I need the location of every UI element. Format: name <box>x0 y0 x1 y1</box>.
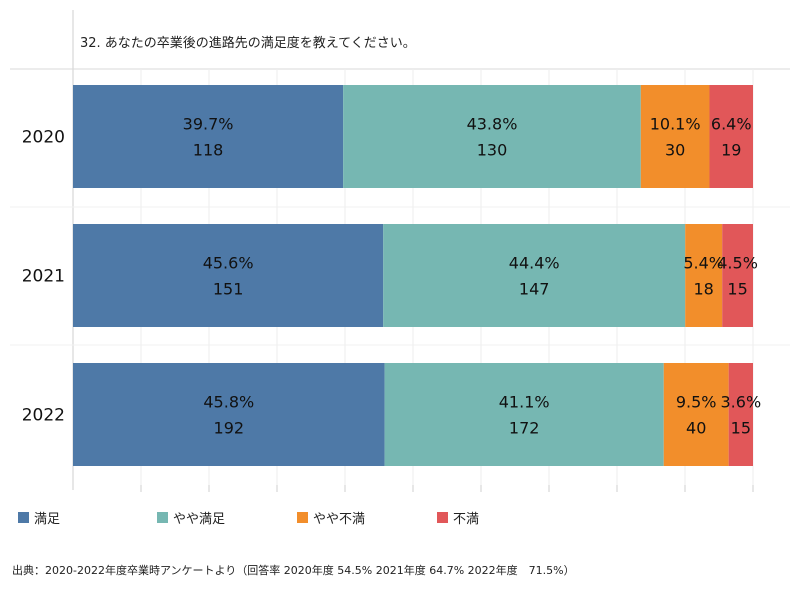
data-label-count: 40 <box>686 419 706 438</box>
legend-label-yaya-manzoku: やや満足 <box>173 512 226 527</box>
data-label-percent: 44.4% <box>509 254 560 273</box>
data-label-percent: 45.8% <box>203 393 254 412</box>
bar-segment <box>722 224 753 327</box>
bar-segment <box>73 363 385 466</box>
data-label-percent: 6.4% <box>711 115 752 134</box>
bar-segment <box>73 224 384 327</box>
data-label-count: 172 <box>509 419 540 438</box>
data-label-count: 118 <box>193 141 224 160</box>
source-note: 出典：2020-2022年度卒業時アンケートより（回答率 2020年度 54.5… <box>12 564 575 577</box>
legend-label-manzoku: 満足 <box>34 512 61 527</box>
data-label-percent: 9.5% <box>676 393 717 412</box>
data-label-percent: 4.5% <box>717 254 758 273</box>
legend: 満足 やや満足 やや不満 不満 <box>0 508 800 528</box>
category-label: 2021 <box>22 267 65 287</box>
bar-segment <box>663 363 729 466</box>
legend-item-yaya-fuman: やや不満 <box>297 508 365 527</box>
bar-segment <box>383 224 686 327</box>
data-label-count: 30 <box>665 141 685 160</box>
data-label-count: 192 <box>214 419 245 438</box>
bar-segment <box>640 85 710 188</box>
bar-segment <box>709 85 753 188</box>
legend-item-fuman: 不満 <box>437 508 479 527</box>
bar-segment <box>384 363 664 466</box>
chart-title: 32. あなたの卒業後の進路先の満足度を教えてください。 <box>80 36 416 51</box>
data-label-count: 18 <box>694 280 714 299</box>
data-label-percent: 3.6% <box>721 393 762 412</box>
data-label-count: 19 <box>721 141 741 160</box>
bar-segment <box>685 224 723 327</box>
data-label-percent: 41.1% <box>499 393 550 412</box>
legend-swatch-yaya-manzoku <box>157 512 168 523</box>
data-label-count: 15 <box>727 280 747 299</box>
data-label-count: 130 <box>477 141 508 160</box>
data-label-percent: 10.1% <box>650 115 701 134</box>
bar-segment <box>73 85 344 188</box>
legend-swatch-yaya-fuman <box>297 512 308 523</box>
legend-item-yaya-manzoku: やや満足 <box>157 508 225 527</box>
data-label-percent: 39.7% <box>183 115 234 134</box>
category-label: 2022 <box>22 406 65 426</box>
bar-segment <box>343 85 641 188</box>
data-label-percent: 5.4% <box>683 254 724 273</box>
data-label-count: 147 <box>519 280 550 299</box>
data-label-count: 15 <box>731 419 751 438</box>
legend-label-fuman: 不満 <box>453 512 480 527</box>
legend-item-manzoku: 満足 <box>18 508 60 527</box>
legend-swatch-manzoku <box>18 512 29 523</box>
bar-segment <box>728 363 753 466</box>
legend-swatch-fuman <box>437 512 448 523</box>
data-label-percent: 45.6% <box>203 254 254 273</box>
category-label: 2020 <box>22 128 65 148</box>
legend-label-yaya-fuman: やや不満 <box>313 512 366 527</box>
data-label-percent: 43.8% <box>467 115 518 134</box>
data-label-count: 151 <box>213 280 244 299</box>
